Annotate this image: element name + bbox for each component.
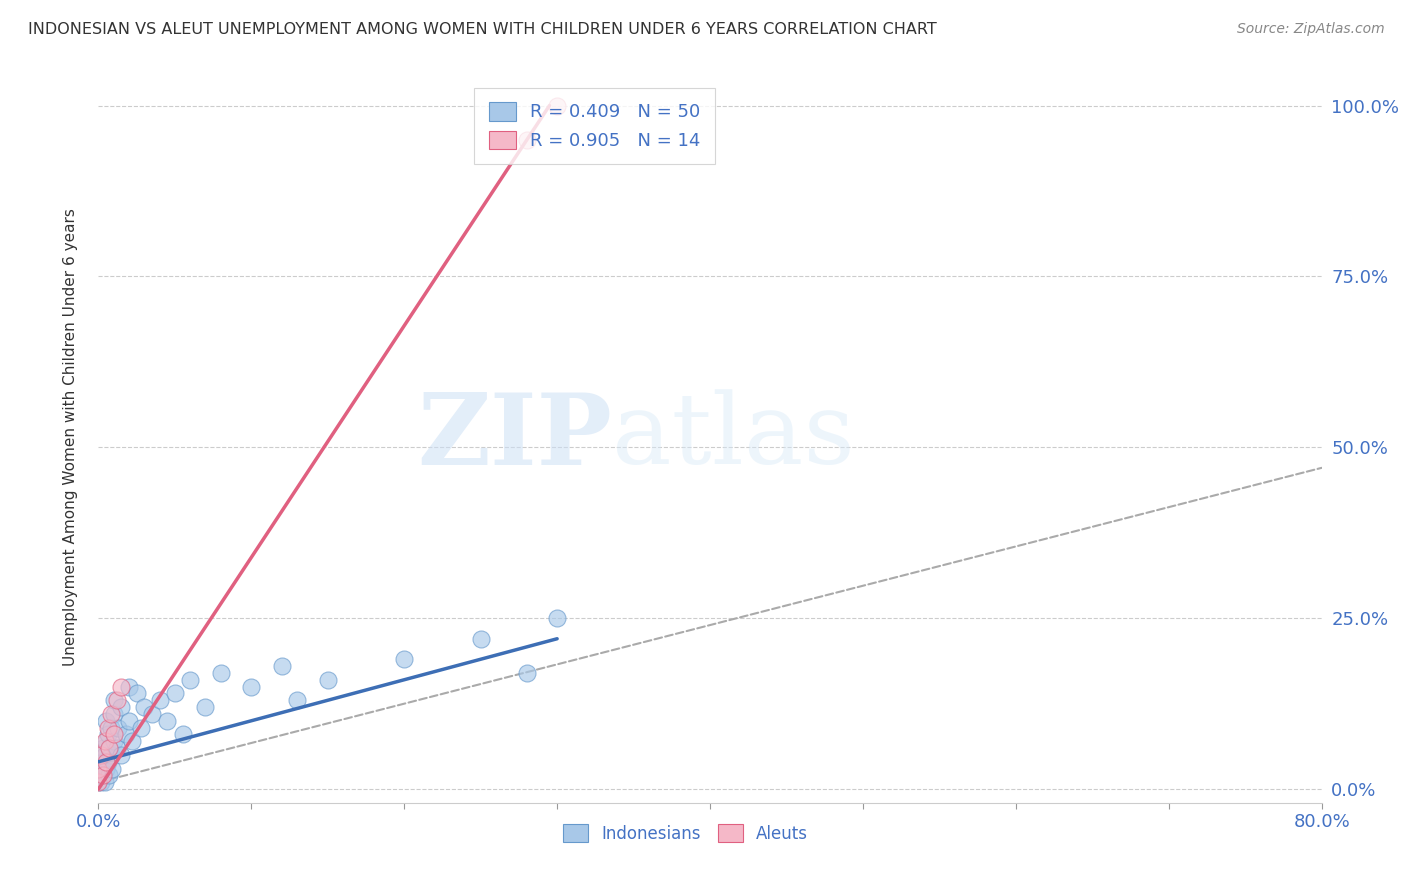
Point [179,673,201,687]
Point [94,755,117,769]
Point [470,632,492,646]
Text: Source: ZipAtlas.com: Source: ZipAtlas.com [1237,22,1385,37]
Point [100,747,122,762]
Point [110,700,132,714]
Point [141,706,163,721]
Point [94,734,117,748]
Point [90,747,112,762]
Point [240,680,263,694]
Point [105,741,128,756]
Point [93,734,115,748]
Point [516,133,538,147]
Point [98,768,121,782]
Point [129,721,152,735]
Point [87,762,110,776]
Point [110,747,132,762]
Point [105,693,128,707]
Legend: Indonesians, Aleuts: Indonesians, Aleuts [557,818,814,849]
Point [115,727,138,741]
Point [94,762,117,776]
Point [103,734,125,748]
Point [91,768,114,782]
Point [156,714,179,728]
Point [107,721,129,735]
Point [94,714,117,728]
Point [209,665,232,680]
Point [110,680,132,694]
Text: ZIP: ZIP [418,389,612,485]
Point [91,741,114,756]
Point [91,768,114,782]
Point [87,775,110,789]
Point [101,762,124,776]
Point [98,741,121,756]
Point [134,700,156,714]
Point [316,673,339,687]
Point [172,727,194,741]
Point [100,706,122,721]
Point [285,693,308,707]
Point [100,721,122,735]
Point [546,98,568,112]
Point [97,727,120,741]
Point [516,665,538,680]
Point [87,755,110,769]
Text: INDONESIAN VS ALEUT UNEMPLOYMENT AMONG WOMEN WITH CHILDREN UNDER 6 YEARS CORRELA: INDONESIAN VS ALEUT UNEMPLOYMENT AMONG W… [28,22,936,37]
Point [125,686,148,700]
Point [163,686,186,700]
Point [93,747,115,762]
Point [118,680,141,694]
Point [103,727,125,741]
Point [118,714,141,728]
Point [97,721,120,735]
Point [149,693,172,707]
Y-axis label: Unemployment Among Women with Children Under 6 years: Unemployment Among Women with Children U… [63,208,77,666]
Point [90,762,112,776]
Text: atlas: atlas [612,389,855,485]
Point [90,775,112,789]
Point [97,755,120,769]
Point [93,775,115,789]
Point [98,741,121,756]
Point [87,768,110,782]
Point [392,652,416,666]
Point [546,611,568,625]
Point [194,700,217,714]
Point [121,734,143,748]
Point [87,775,110,789]
Point [91,755,114,769]
Point [103,693,125,707]
Point [103,706,125,721]
Point [270,659,292,673]
